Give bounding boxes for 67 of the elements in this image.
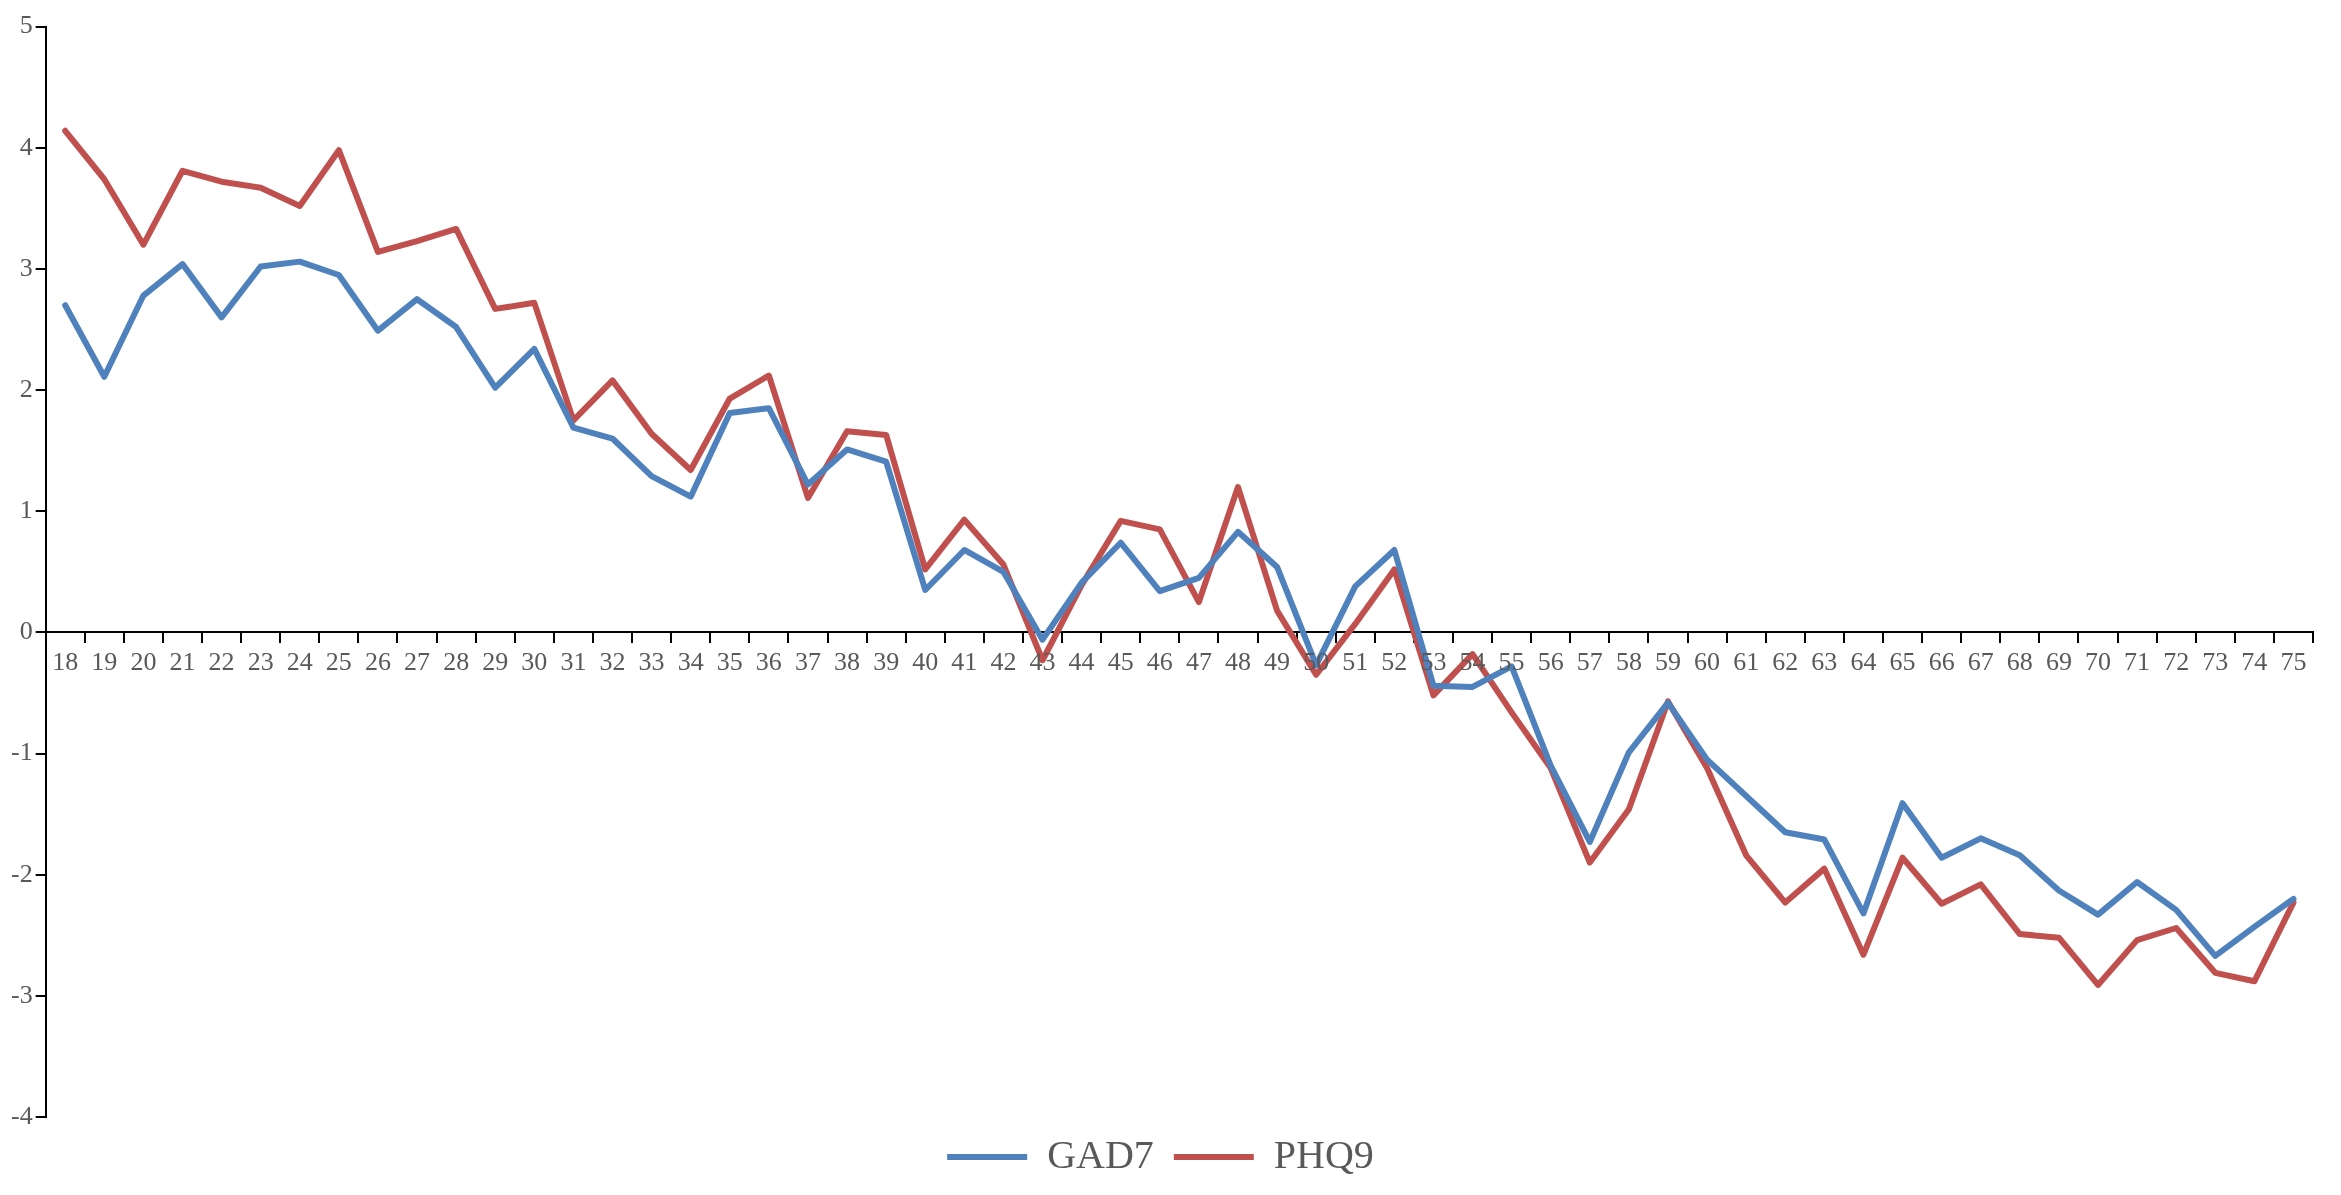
x-tick-label: 39 — [873, 647, 900, 677]
x-tick-label: 63 — [1811, 647, 1838, 677]
x-tick-label: 25 — [325, 647, 352, 677]
x-tick-label: 70 — [2084, 647, 2111, 677]
x-tick-label: 72 — [2163, 647, 2190, 677]
x-tick-label: 61 — [1733, 647, 1760, 677]
legend-label: GAD7 — [1047, 1131, 1154, 1177]
y-tick-label: -4 — [10, 1100, 33, 1130]
x-tick-label: 65 — [1889, 647, 1916, 677]
x-tick-label: 57 — [1576, 647, 1603, 677]
x-tick-label: 32 — [599, 647, 626, 677]
x-tick-label: 18 — [52, 647, 79, 677]
x-tick-label: 68 — [2006, 647, 2033, 677]
x-tick-label: 23 — [247, 647, 274, 677]
x-tick-label: 20 — [130, 647, 157, 677]
x-tick-label: 29 — [482, 647, 509, 677]
x-tick-label: 46 — [1146, 647, 1173, 677]
y-tick-label: -1 — [10, 737, 33, 767]
x-tick-label: 40 — [912, 647, 939, 677]
x-tick-label: 48 — [1224, 647, 1251, 677]
x-tick-label: 58 — [1615, 647, 1642, 677]
x-tick-label: 27 — [404, 647, 431, 677]
y-tick-label: 1 — [19, 495, 33, 525]
x-tick-label: 73 — [2202, 647, 2229, 677]
x-tick-label: 42 — [990, 647, 1017, 677]
y-tick-label: 5 — [19, 10, 33, 40]
x-tick-label: 49 — [1264, 647, 1291, 677]
x-tick-label: 45 — [1107, 647, 1134, 677]
x-tick-label: 31 — [560, 647, 587, 677]
y-tick-label: -3 — [10, 979, 33, 1009]
x-tick-label: 60 — [1694, 647, 1721, 677]
x-tick-label: 35 — [716, 647, 743, 677]
y-tick-label: 3 — [19, 252, 33, 282]
x-tick-label: 43 — [1029, 647, 1056, 677]
x-tick-label: 21 — [169, 647, 196, 677]
x-tick-label: 37 — [794, 647, 821, 677]
x-tick-label: 34 — [677, 647, 704, 677]
x-tick-label: 64 — [1850, 647, 1877, 677]
x-tick-label: 71 — [2124, 647, 2151, 677]
x-tick-label: 75 — [2280, 647, 2307, 677]
x-tick-label: 56 — [1537, 647, 1564, 677]
x-tick-label: 41 — [951, 647, 978, 677]
y-tick-label: 0 — [19, 616, 33, 646]
x-tick-label: 74 — [2241, 647, 2268, 677]
x-tick-label: 47 — [1185, 647, 1212, 677]
x-tick-label: 59 — [1654, 647, 1681, 677]
legend-label: PHQ9 — [1273, 1131, 1374, 1177]
x-tick-label: 66 — [1928, 647, 1955, 677]
x-tick-label: 67 — [1967, 647, 1994, 677]
x-tick-label: 33 — [638, 647, 665, 677]
x-tick-label: 38 — [834, 647, 861, 677]
x-tick-label: 26 — [364, 647, 391, 677]
x-tick-label: 62 — [1772, 647, 1799, 677]
x-tick-label: 24 — [286, 647, 313, 677]
x-tick-label: 30 — [521, 647, 548, 677]
y-tick-label: 2 — [19, 373, 33, 403]
y-tick-label: -2 — [10, 858, 33, 888]
x-tick-label: 44 — [1068, 647, 1095, 677]
x-tick-label: 52 — [1381, 647, 1408, 677]
y-tick-label: 4 — [19, 131, 33, 161]
x-tick-label: 50 — [1303, 647, 1330, 677]
x-tick-label: 69 — [2045, 647, 2072, 677]
x-tick-label: 36 — [755, 647, 782, 677]
x-tick-label: 28 — [443, 647, 470, 677]
x-tick-label: 51 — [1342, 647, 1369, 677]
x-tick-label: 22 — [208, 647, 235, 677]
x-tick-label: 19 — [91, 647, 118, 677]
